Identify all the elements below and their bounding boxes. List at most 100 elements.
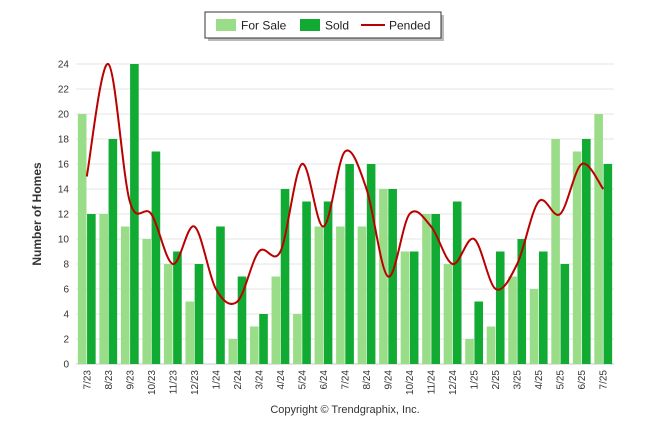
pended-line-path	[85, 62, 605, 305]
x-tick-label: 3/24	[254, 370, 265, 390]
for-sale-bar	[185, 301, 195, 364]
x-tick-label: 11/24	[427, 370, 438, 395]
x-tick-label: 10/24	[405, 370, 416, 395]
y-tick-label: 12	[58, 210, 70, 221]
x-tick-label: 8/24	[362, 370, 373, 390]
for-sale-bar	[594, 114, 603, 364]
y-tick-label: 14	[58, 185, 70, 196]
for-sale-bar	[77, 114, 87, 364]
for-sale-bar	[163, 264, 173, 364]
x-axis-ticks: 7/23 8/23 9/23 10/23 11/23 12/23 1/24 2/24 3/24 4…	[82, 370, 609, 395]
bars	[77, 64, 613, 364]
x-tick-label: 5/25	[556, 370, 567, 390]
sold-bar	[302, 201, 311, 364]
sold-bar	[474, 301, 484, 364]
x-tick-label: 6/25	[577, 370, 588, 390]
y-tick-label: 16	[58, 160, 70, 171]
sold-bar	[108, 139, 118, 364]
for-sale-bar	[443, 264, 453, 364]
x-tick-label: 4/24	[276, 370, 287, 390]
sold-bar	[603, 164, 613, 364]
y-tick-label: 2	[63, 335, 69, 346]
x-tick-label: 10/23	[147, 370, 158, 395]
sold-bar	[194, 264, 204, 364]
x-tick-label: 7/24	[341, 370, 352, 390]
sold-bar	[87, 214, 96, 364]
x-tick-label: 2/25	[491, 370, 502, 390]
y-tick-label: 0	[63, 360, 69, 371]
sold-bar	[495, 251, 505, 364]
for-sale-bar	[250, 326, 259, 364]
sold-bar	[237, 276, 247, 364]
for-sale-bar	[400, 251, 410, 364]
y-tick-label: 24	[58, 60, 70, 71]
x-tick-label: 9/23	[125, 370, 136, 390]
for-sale-bar	[142, 239, 152, 364]
x-tick-label: 7/25	[599, 370, 610, 390]
y-axis-label: Number of Homes	[30, 162, 44, 266]
y-tick-label: 18	[58, 135, 70, 146]
for-sale-bar	[357, 226, 367, 364]
for-sale-bar	[508, 276, 517, 364]
legend-label: For Sale	[241, 19, 287, 33]
x-tick-label: 8/23	[104, 370, 115, 390]
y-tick-label: 20	[58, 110, 70, 121]
x-tick-label: 1/25	[470, 370, 481, 390]
y-tick-label: 6	[63, 285, 69, 296]
for-sale-bar	[271, 276, 281, 364]
for-sale-bar	[572, 151, 582, 364]
x-tick-label: 11/23	[168, 370, 179, 395]
for-sale-bar	[486, 326, 496, 364]
legend-swatch	[300, 19, 320, 31]
x-tick-label: 1/24	[211, 370, 222, 390]
sold-bar	[259, 314, 268, 364]
sold-bar	[538, 251, 548, 364]
y-tick-label: 22	[58, 85, 70, 96]
sold-bar	[366, 164, 376, 364]
sold-bar	[452, 201, 462, 364]
sold-bar	[517, 239, 527, 364]
x-tick-label: 7/23	[82, 370, 93, 390]
sold-bar	[173, 251, 182, 364]
legend-box	[204, 11, 442, 39]
x-tick-label: 3/25	[513, 370, 524, 390]
legend-swatch	[216, 19, 236, 31]
for-sale-bar	[120, 226, 130, 364]
for-sale-bar	[336, 226, 345, 364]
y-tick-label: 4	[63, 310, 69, 321]
sold-bar	[280, 189, 290, 364]
x-tick-label: 12/23	[190, 370, 201, 395]
sold-bar	[130, 64, 139, 364]
for-sale-bar	[228, 339, 238, 364]
x-tick-label: 6/24	[319, 370, 330, 390]
sold-bar	[388, 189, 397, 364]
x-tick-label: 4/25	[534, 370, 545, 390]
legend-label: Pended	[389, 19, 430, 33]
y-tick-label: 10	[58, 235, 70, 246]
sold-bar	[323, 201, 333, 364]
sold-bar	[151, 151, 161, 364]
x-tick-label: 12/24	[448, 370, 459, 395]
sold-bar	[345, 164, 354, 364]
x-tick-label: 2/24	[233, 370, 244, 390]
sold-bar	[582, 139, 591, 364]
for-sale-bar	[314, 226, 324, 364]
legend: For Sale Sold Pended	[204, 11, 444, 41]
for-sale-bar	[529, 289, 539, 364]
pended-line	[85, 62, 605, 305]
x-tick-label: 9/24	[384, 370, 395, 390]
copyright-text: Copyright © Trendgraphix, Inc.	[270, 404, 419, 416]
for-sale-bar	[293, 314, 302, 364]
for-sale-bar	[99, 214, 108, 364]
x-tick-label: 5/24	[297, 370, 308, 390]
y-tick-label: 8	[63, 260, 69, 271]
for-sale-bar	[422, 214, 431, 364]
legend-label: Sold	[325, 19, 349, 33]
for-sale-bar	[551, 139, 560, 364]
sold-bar	[560, 264, 570, 364]
for-sale-bar	[465, 339, 474, 364]
for-sale-bar	[379, 189, 388, 364]
sold-bar	[431, 214, 440, 364]
